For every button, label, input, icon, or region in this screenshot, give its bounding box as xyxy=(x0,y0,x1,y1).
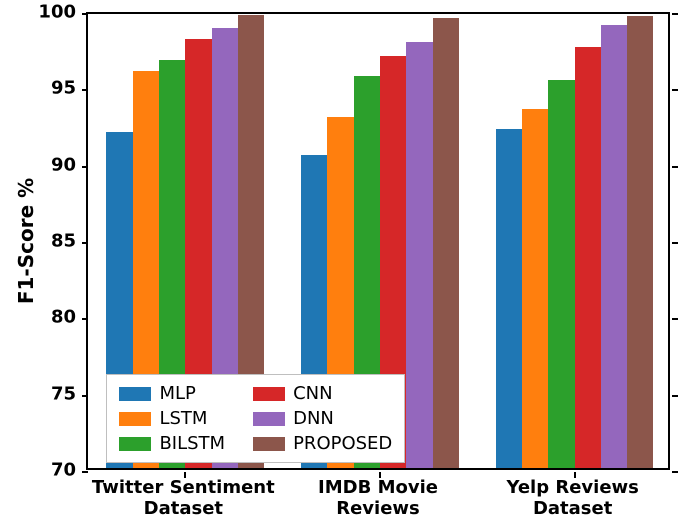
legend-label: BILSTM xyxy=(159,433,225,454)
legend-item-cnn: CNN xyxy=(253,383,392,404)
bar-bilstm xyxy=(548,80,574,468)
y-tick xyxy=(82,318,88,320)
bar-cnn xyxy=(575,47,601,468)
bar-mlp xyxy=(496,129,522,468)
y-tick xyxy=(82,166,88,168)
y-tick xyxy=(82,395,88,397)
legend-item-proposed: PROPOSED xyxy=(253,433,392,454)
y-axis-label: F1-Score % xyxy=(14,178,38,304)
y-tick xyxy=(82,89,88,91)
y-tick xyxy=(672,13,678,15)
legend-swatch xyxy=(119,412,151,426)
legend-swatch xyxy=(119,387,151,401)
legend-swatch xyxy=(253,412,285,426)
x-tick-label: Yelp Reviews Dataset xyxy=(506,478,638,519)
y-tick xyxy=(82,242,88,244)
y-tick-label: 70 xyxy=(51,460,76,481)
y-tick-label: 80 xyxy=(51,307,76,328)
bar-dnn xyxy=(406,42,432,468)
legend-label: DNN xyxy=(293,408,334,429)
y-tick xyxy=(672,395,678,397)
legend-label: LSTM xyxy=(159,408,207,429)
y-tick xyxy=(672,242,678,244)
legend-label: MLP xyxy=(159,383,195,404)
y-tick xyxy=(82,471,88,473)
y-tick-label: 75 xyxy=(51,383,76,404)
y-tick xyxy=(672,471,678,473)
f1-score-bar-chart: 70 75 80 85 90 95 100 F1-Score % Twitter Sentime… xyxy=(0,0,685,531)
bar-proposed xyxy=(627,16,653,468)
y-tick xyxy=(82,13,88,15)
legend-swatch xyxy=(253,387,285,401)
y-tick-label: 90 xyxy=(51,154,76,175)
bar-lstm xyxy=(522,109,548,468)
legend-swatch xyxy=(119,437,151,451)
y-tick xyxy=(672,318,678,320)
legend-item-bilstm: BILSTM xyxy=(119,433,225,454)
legend-item-lstm: LSTM xyxy=(119,408,225,429)
legend-label: PROPOSED xyxy=(293,433,392,454)
y-tick-label: 95 xyxy=(51,78,76,99)
y-tick xyxy=(672,89,678,91)
bar-proposed xyxy=(433,18,459,468)
legend-swatch xyxy=(253,437,285,451)
x-tick-label: Twitter Sentiment Dataset xyxy=(92,478,275,519)
y-tick xyxy=(672,166,678,168)
legend-item-dnn: DNN xyxy=(253,408,392,429)
legend: MLP CNN LSTM DNN BILSTM PROPOSED xyxy=(106,374,405,463)
y-tick-label: 100 xyxy=(38,2,76,23)
legend-item-mlp: MLP xyxy=(119,383,225,404)
x-tick-label: IMDB Movie Reviews xyxy=(318,478,438,519)
bar-dnn xyxy=(601,25,627,468)
y-tick-label: 85 xyxy=(51,231,76,252)
legend-label: CNN xyxy=(293,383,333,404)
